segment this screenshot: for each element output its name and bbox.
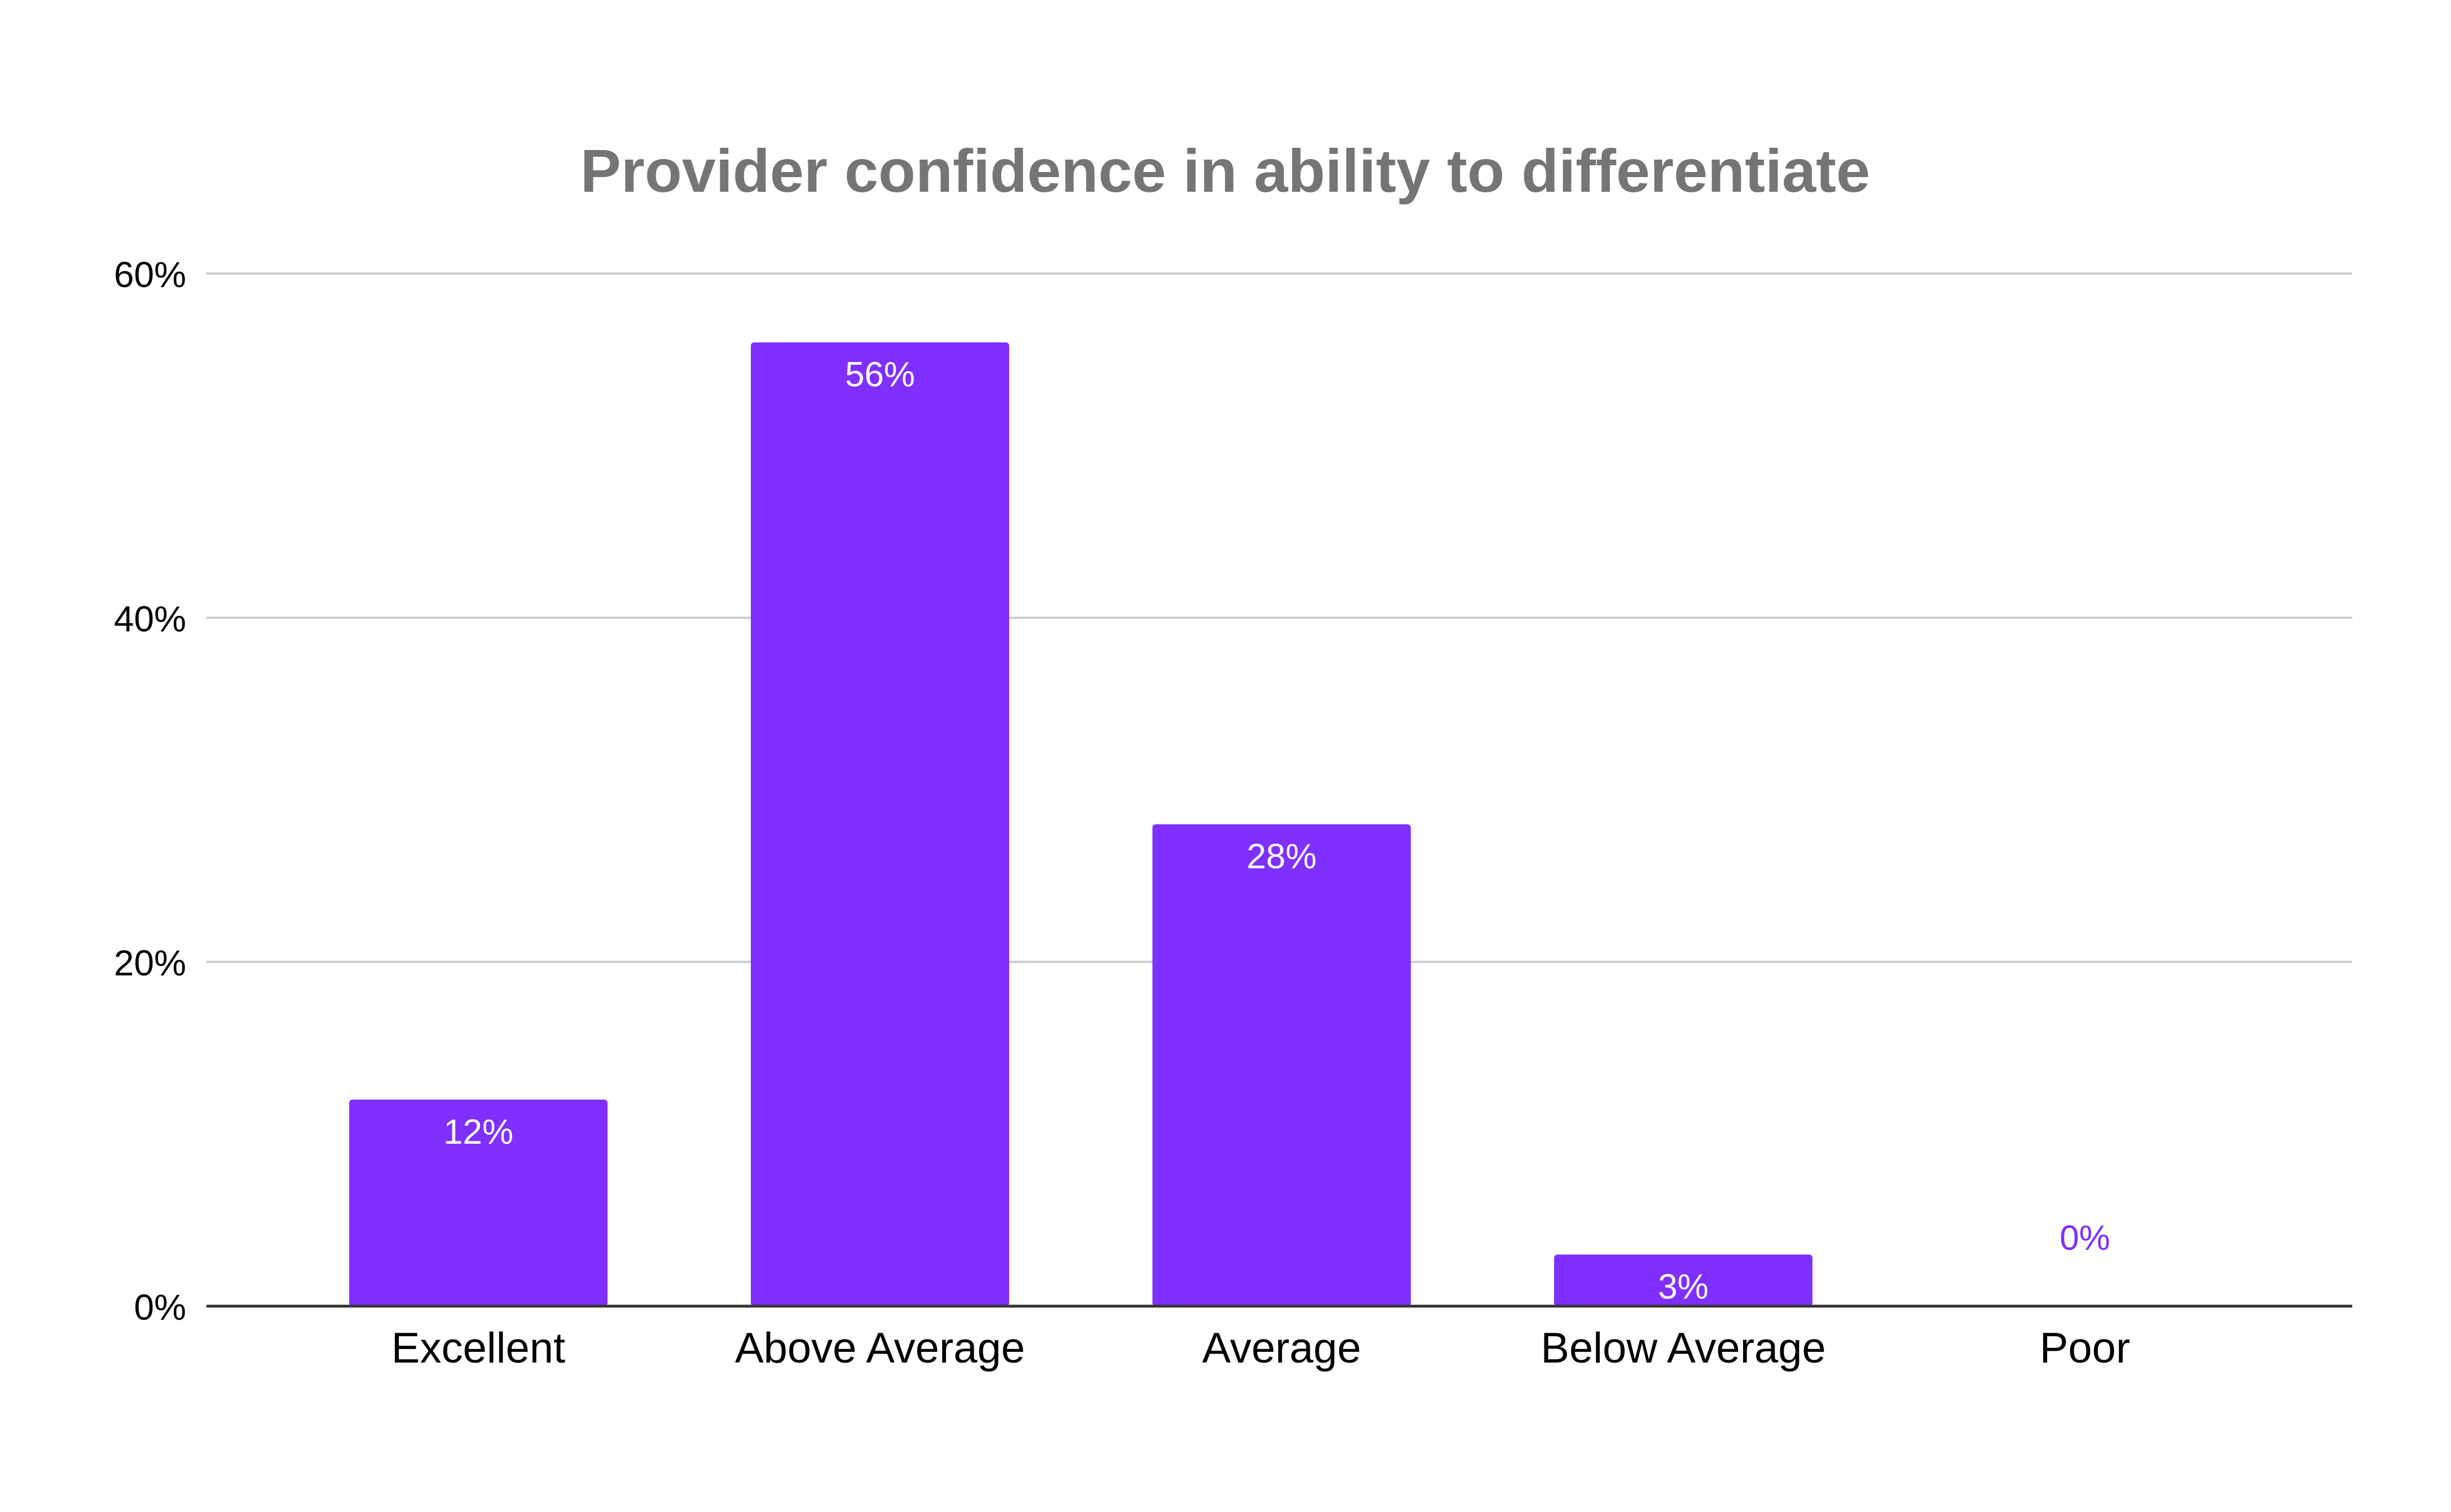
y-axis-ticks: 0% 20% 40% 60% [114,254,186,1328]
data-label: 0% [2060,1219,2110,1258]
chart-title: Provider confidence in ability to differ… [580,136,1870,205]
bar [1554,1254,1812,1306]
data-label: 56% [845,355,915,394]
x-tick-label: Above Average [735,1324,1025,1372]
x-tick-label: Below Average [1541,1324,1826,1372]
bar [751,342,1009,1306]
y-tick-label: 60% [114,254,186,295]
y-tick-label: 0% [134,1287,187,1328]
data-label: 12% [443,1113,513,1152]
bar [349,1099,608,1306]
x-tick-label: Poor [2040,1324,2131,1372]
y-tick-label: 40% [114,598,186,639]
bar [1152,824,1411,1306]
data-labels: 12% 56% 28% 3% 0% [443,355,2110,1306]
bars [349,342,1812,1306]
data-label: 3% [1658,1267,1709,1306]
x-tick-label: Excellent [391,1324,565,1372]
data-label: 28% [1247,837,1317,876]
y-tick-label: 20% [114,943,186,984]
x-tick-label: Average [1202,1324,1361,1372]
x-axis-ticks: Excellent Above Average Average Below Avera… [391,1324,2130,1372]
